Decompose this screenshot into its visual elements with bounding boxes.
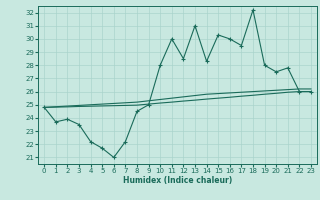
- X-axis label: Humidex (Indice chaleur): Humidex (Indice chaleur): [123, 176, 232, 185]
